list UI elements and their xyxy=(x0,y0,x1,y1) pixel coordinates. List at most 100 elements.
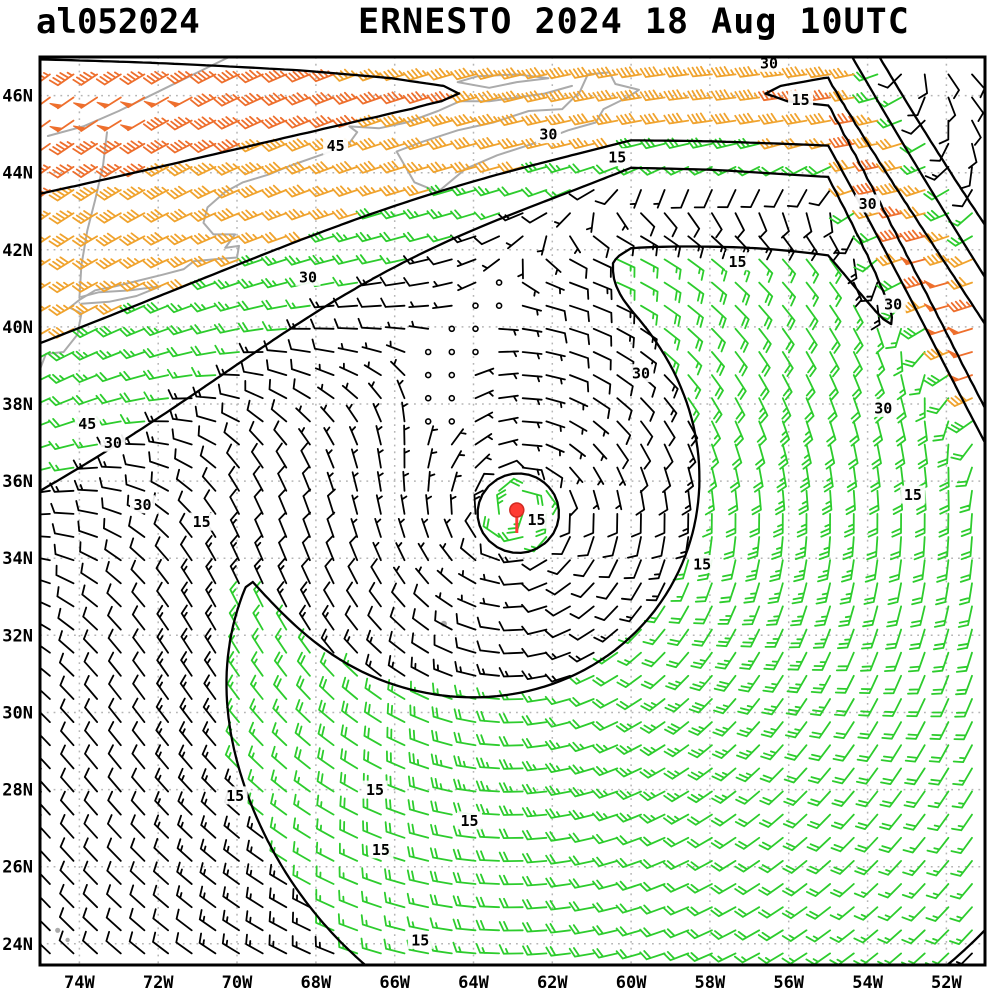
calm-wind-circle xyxy=(495,302,503,310)
contour-label: 15 xyxy=(693,556,711,574)
lat-axis-label: 46N xyxy=(2,87,33,107)
contour-label-halo xyxy=(222,786,248,805)
wind-barb-pennants xyxy=(49,100,961,382)
contour-label-halo xyxy=(130,495,155,514)
calm-wind-circle xyxy=(448,325,456,333)
contour-label-halo xyxy=(756,57,782,72)
contour-label-halo xyxy=(74,414,100,433)
lat-axis-label: 32N xyxy=(2,626,33,646)
contour-label: 30 xyxy=(539,126,557,144)
contour-label: 15 xyxy=(226,787,244,805)
island-mark xyxy=(65,937,70,943)
calm-wind-circle xyxy=(448,394,456,402)
contour-label-halo xyxy=(457,811,482,830)
storm-center-marker xyxy=(509,502,525,518)
contour-label: 15 xyxy=(904,486,922,504)
contour-label: 15 xyxy=(193,513,211,531)
calm-wind-circle xyxy=(424,418,432,425)
wind-barbs xyxy=(40,69,973,383)
contour-label: 45 xyxy=(78,415,96,433)
contour-label-halo xyxy=(855,194,881,213)
contour-label-halo xyxy=(407,930,433,949)
lat-axis-label: 40N xyxy=(2,318,33,338)
lon-axis-label: 60W xyxy=(616,973,647,989)
contour-label-halo xyxy=(535,125,561,144)
isotach-contours-layer xyxy=(40,57,985,965)
lon-axis-label: 64W xyxy=(458,973,489,989)
contour-label-halo xyxy=(362,780,388,799)
lon-axis-label: 68W xyxy=(301,973,332,989)
calm-wind-circle xyxy=(448,348,456,356)
calm-wind-circle xyxy=(424,394,432,402)
contour-label-halo xyxy=(295,267,321,286)
lon-axis-label: 74W xyxy=(64,973,95,989)
isotach-contour-45 xyxy=(40,58,985,410)
lon-axis-label: 52W xyxy=(931,973,962,989)
lat-axis-label: 44N xyxy=(2,164,33,184)
lon-axis-label: 62W xyxy=(537,973,568,989)
coastline xyxy=(395,71,640,193)
calm-wind-circle xyxy=(495,279,503,286)
contour-label-halo xyxy=(189,512,215,531)
contour-label-halo xyxy=(368,840,394,859)
contour-label-halo xyxy=(100,433,126,452)
contour-label-halo xyxy=(725,252,750,271)
contour-label: 15 xyxy=(792,91,810,109)
contour-label: 30 xyxy=(299,268,317,286)
isotach-contour-15 xyxy=(40,57,985,965)
contour-label-halo xyxy=(323,136,349,155)
contour-label: 30 xyxy=(760,54,778,72)
storm-id-title: al052024 xyxy=(36,2,200,42)
contour-label: 15 xyxy=(527,511,545,529)
calm-wind-circle xyxy=(424,371,432,379)
calm-wind-circle xyxy=(424,348,432,356)
contour-label: 15 xyxy=(728,253,746,271)
calm-wind-circle xyxy=(472,302,479,310)
contour-label-halo xyxy=(788,90,814,109)
contour-label: 30 xyxy=(874,399,892,417)
lat-axis-label: 34N xyxy=(2,549,33,569)
calm-wind-circle xyxy=(448,371,456,379)
contour-label-halo xyxy=(900,485,926,504)
contour-label: 15 xyxy=(608,149,626,167)
contour-label: 45 xyxy=(327,137,345,155)
lon-axis-label: 66W xyxy=(379,973,410,989)
lat-axis-label: 26N xyxy=(2,858,33,878)
lat-axis-label: 28N xyxy=(2,781,33,801)
contour-label-halo xyxy=(524,510,549,529)
contour-label-halo xyxy=(870,398,896,417)
lat-axis-label: 36N xyxy=(2,472,33,492)
map-frame xyxy=(38,55,987,967)
contour-label: 15 xyxy=(411,931,429,949)
map-title: ERNESTO 2024 18 Aug 10UTC xyxy=(358,2,910,42)
lon-axis-label: 72W xyxy=(143,973,174,989)
island-mark xyxy=(55,927,61,933)
wind-barbs xyxy=(40,71,973,965)
contour-label: 30 xyxy=(859,195,877,213)
contour-label-halo xyxy=(628,364,654,383)
contour-label: 30 xyxy=(632,365,650,383)
contour-label-halo xyxy=(604,148,630,167)
lat-axis-label: 24N xyxy=(2,935,33,955)
axis-labels: 46N 44N 42N 40N 38N 36N 34N 32N 30N 28N 26N 24N 74W 7… xyxy=(2,87,962,989)
wind-barbs-layer xyxy=(40,65,985,965)
calm-wind-circle xyxy=(472,348,479,356)
contour-label-halo xyxy=(880,294,906,313)
contour-label: 30 xyxy=(884,295,902,313)
contour-label: 30 xyxy=(133,496,151,514)
lat-axis-label: 30N xyxy=(2,704,33,724)
contour-label: 15 xyxy=(460,812,478,830)
isotach-contour-30 xyxy=(40,57,985,445)
lon-axis-label: 70W xyxy=(222,973,253,989)
lat-axis-label: 38N xyxy=(2,395,33,415)
lon-axis-label: 58W xyxy=(695,973,726,989)
lat-axis-label: 42N xyxy=(2,241,33,261)
lon-axis-label: 56W xyxy=(773,973,804,989)
contour-label: 15 xyxy=(366,781,384,799)
calm-wind-circle xyxy=(448,418,456,425)
contour-labels-layer: 45 30 15 30 15 30 30 15 30 30 30 45 30 30 15 15 15 15 15 15… xyxy=(74,54,926,949)
contour-label: 30 xyxy=(104,434,122,452)
contour-label: 15 xyxy=(372,841,390,859)
title-bar: al052024 ERNESTO 2024 18 Aug 10UTC xyxy=(0,0,987,47)
